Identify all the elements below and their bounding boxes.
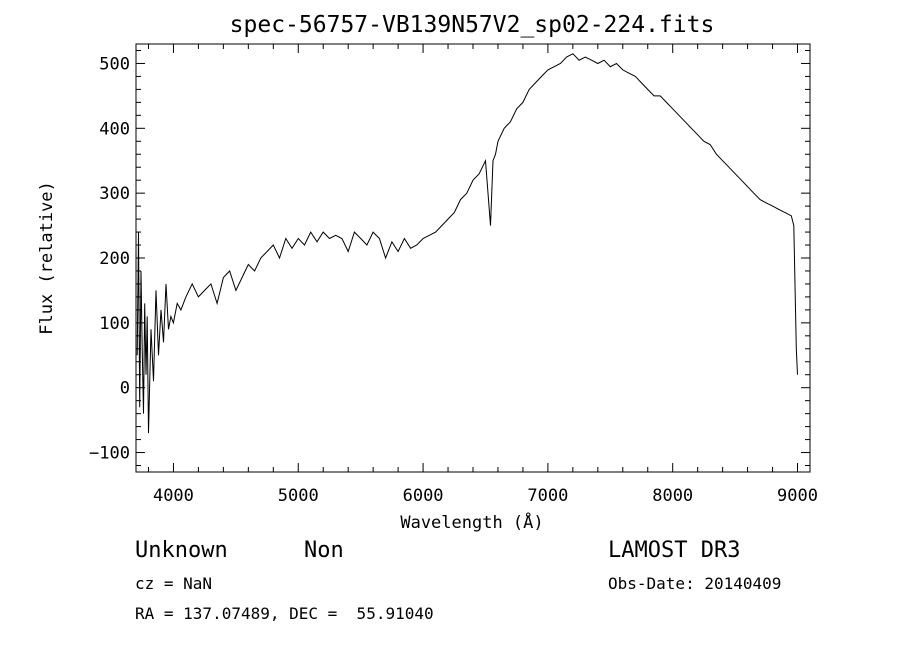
x-tick-label: 4000	[153, 486, 194, 506]
tick-labels: 4000 5000 6000 7000 8000 9000 −100 0 100 200 300 40…	[89, 54, 818, 506]
y-tick-label: 0	[120, 379, 130, 399]
x-axis-label: Wavelength (Å)	[400, 511, 543, 533]
y-tick-label: −100	[89, 444, 130, 464]
survey-name: LAMOST DR3	[608, 538, 741, 563]
x-tick-label: 5000	[278, 486, 319, 506]
x-tick-label: 7000	[527, 486, 568, 506]
spectrum-line	[136, 53, 798, 434]
coordinates: RA = 137.07489, DEC = 55.91040	[135, 604, 434, 623]
x-tick-label: 6000	[403, 486, 444, 506]
observation-date: Obs-Date: 20140409	[608, 574, 782, 593]
redshift-cz: cz = NaN	[135, 574, 213, 593]
y-axis-label: Flux (relative)	[37, 181, 57, 335]
x-tick-label: 9000	[777, 486, 818, 506]
y-tick-label: 300	[99, 184, 130, 204]
object-subclass: Non	[304, 538, 344, 563]
y-tick-label: 200	[99, 249, 130, 269]
axis-ticks	[136, 44, 810, 472]
y-tick-label: 500	[99, 54, 130, 74]
plot-frame	[135, 43, 811, 473]
object-class: Unknown	[135, 538, 228, 563]
chart-title: spec-56757-VB139N57V2_sp02-224.fits	[230, 12, 715, 38]
y-tick-label: 100	[99, 314, 130, 334]
y-tick-label: 400	[99, 119, 130, 139]
x-tick-label: 8000	[652, 486, 693, 506]
